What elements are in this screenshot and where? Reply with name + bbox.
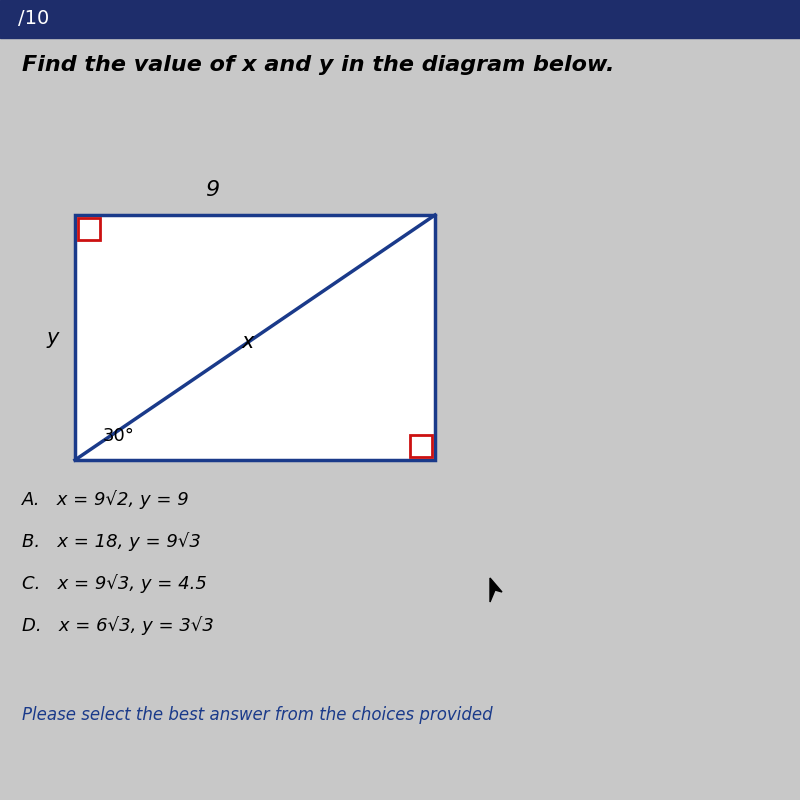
Text: Please select the best answer from the choices provided: Please select the best answer from the c… xyxy=(22,706,493,724)
Text: 9: 9 xyxy=(205,180,219,200)
Text: 30°: 30° xyxy=(103,427,135,445)
Polygon shape xyxy=(490,578,502,602)
Text: Find the value of x and y in the diagram below.: Find the value of x and y in the diagram… xyxy=(22,55,614,75)
Text: x: x xyxy=(242,333,254,352)
Bar xyxy=(410,435,432,457)
Text: B.   x = 18, y = 9√3: B. x = 18, y = 9√3 xyxy=(22,533,201,551)
Text: D.   x = 6√3, y = 3√3: D. x = 6√3, y = 3√3 xyxy=(22,617,214,635)
Text: y: y xyxy=(47,327,59,347)
Text: C.   x = 9√3, y = 4.5: C. x = 9√3, y = 4.5 xyxy=(22,574,207,594)
Bar xyxy=(75,215,435,460)
Text: /10: /10 xyxy=(18,10,50,29)
Text: A.   x = 9√2, y = 9: A. x = 9√2, y = 9 xyxy=(22,490,190,510)
Bar xyxy=(0,0,800,38)
Bar xyxy=(78,218,100,240)
